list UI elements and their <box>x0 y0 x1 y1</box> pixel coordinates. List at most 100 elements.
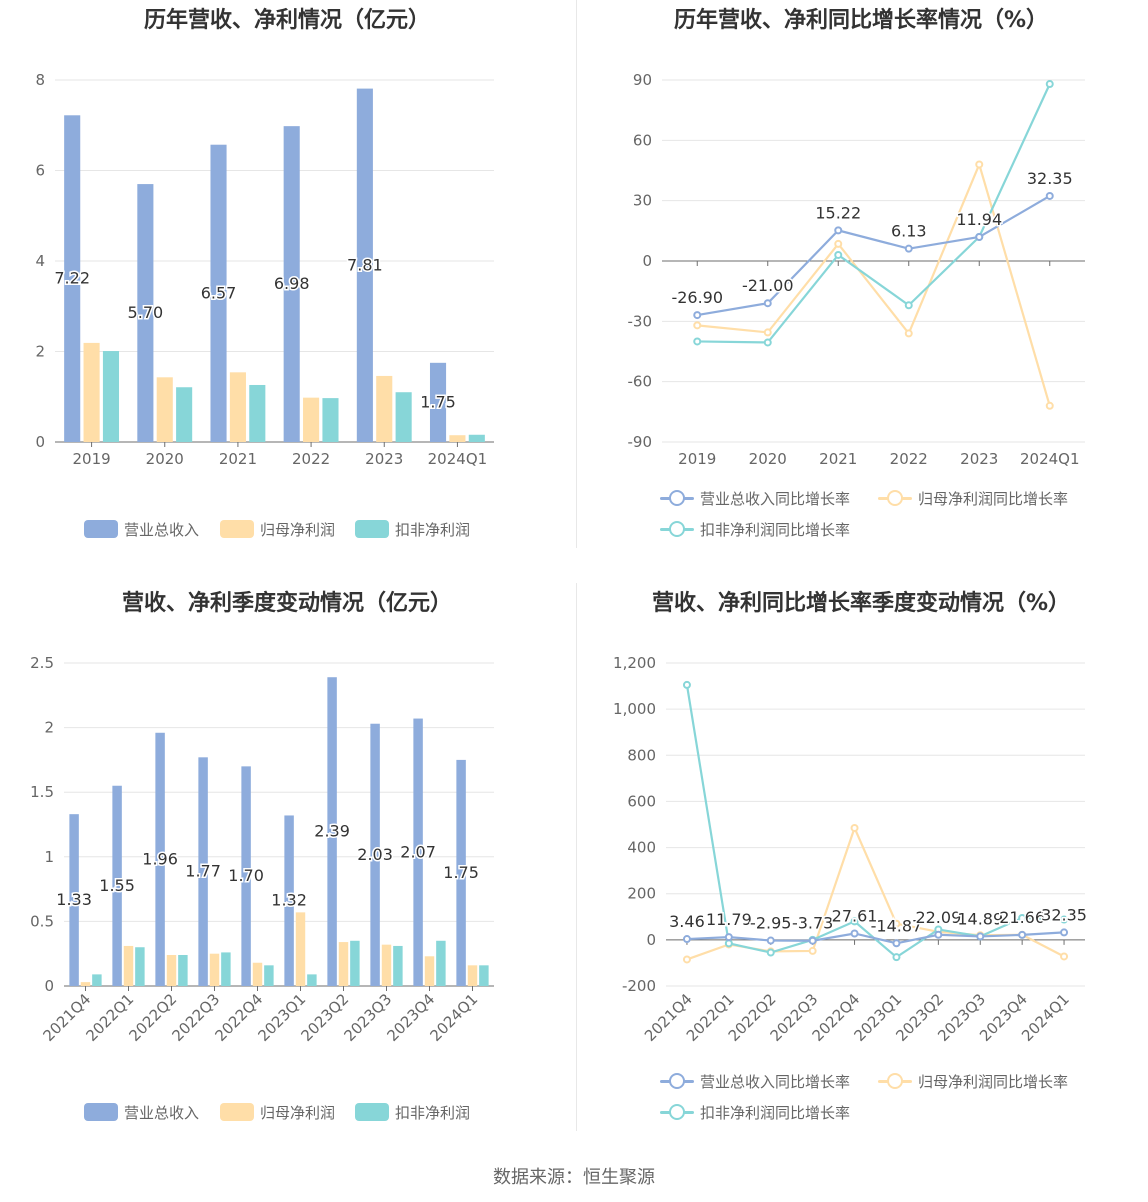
x-tick-label: 2024Q1 <box>1020 450 1080 468</box>
bar <box>381 944 392 986</box>
y-tick-label: 1 <box>44 848 54 866</box>
quarterly-amount-chart: 00.511.522.52021Q42022Q12022Q22022Q32022… <box>30 654 494 1045</box>
bar <box>436 940 446 986</box>
data-label: -21.00 <box>742 276 794 295</box>
bar <box>413 718 423 986</box>
data-label: -2.95 <box>750 914 791 933</box>
bar <box>221 952 231 986</box>
data-point <box>808 946 817 955</box>
bar <box>156 377 173 442</box>
y-tick-label: 400 <box>627 839 656 857</box>
series-line <box>697 83 1051 344</box>
data-point <box>834 226 843 235</box>
data-point <box>1060 928 1069 937</box>
data-label: 2.39 <box>314 822 350 841</box>
data-label: 27.61 <box>832 906 878 925</box>
legend-item[interactable]: 扣非净利润同比增长率 <box>660 1102 850 1122</box>
y-tick-label: -60 <box>628 373 653 391</box>
x-tick-label: 2022 <box>890 450 928 468</box>
data-label: 22.09 <box>915 908 961 927</box>
series-line <box>686 931 1065 945</box>
legend-item[interactable]: 扣非净利润同比增长率 <box>660 519 850 539</box>
annual-growth-panel: 历年营收、净利同比增长率情况（%） -90 -60 -30 0 30 60 90 2019 20… <box>574 0 1148 583</box>
data-source-note: 数据来源：恒生聚源 <box>493 1167 655 1188</box>
bar <box>322 398 339 442</box>
data-point <box>934 930 943 939</box>
data-label: 1.77 <box>185 862 221 881</box>
legend-label: 扣非净利润 <box>395 1103 471 1122</box>
data-label: 32.35 <box>1027 169 1073 188</box>
bar <box>456 759 466 986</box>
x-tick-label: 2022 <box>292 450 330 468</box>
legend-item[interactable]: 营业总收入 <box>84 1102 199 1122</box>
data-point <box>850 823 859 832</box>
bar <box>356 88 373 442</box>
data-label: 14.89 <box>957 909 1003 928</box>
y-tick-label: 2 <box>44 719 54 737</box>
data-label: 1.32 <box>271 891 307 910</box>
legend-item[interactable]: 扣非净利润 <box>355 519 470 539</box>
legend-item[interactable]: 归母净利润同比增长率 <box>878 488 1068 508</box>
x-tick-label: 2023 <box>960 450 998 468</box>
legend-label: 营业总收入 <box>124 520 200 539</box>
legend-swatch <box>355 520 389 538</box>
data-point <box>904 244 913 253</box>
data-label: 1.33 <box>56 890 92 909</box>
data-label: 6.13 <box>891 222 927 241</box>
bar <box>284 815 294 986</box>
legend-label: 扣非净利润同比增长率 <box>700 1103 851 1122</box>
legend-label: 扣非净利润 <box>395 520 471 539</box>
bar <box>92 974 102 986</box>
bar <box>252 962 263 986</box>
bar <box>424 956 435 986</box>
data-label: 1.55 <box>99 876 135 895</box>
data-point <box>724 933 733 942</box>
y-tick-label: 200 <box>627 885 656 903</box>
legend-swatch <box>220 1103 254 1121</box>
legend-item[interactable]: 归母净利润同比增长率 <box>878 1071 1068 1091</box>
bar <box>112 785 122 986</box>
bar <box>350 940 360 986</box>
legend-item[interactable]: 归母净利润 <box>220 519 335 539</box>
quarterly-amount-panel: 营收、净利季度变动情况（亿元） 0 0.5 1 1.5 2 2.5 2021Q4 2022Q1… <box>0 583 574 1166</box>
bar <box>176 387 193 442</box>
x-tick-label: 2024Q1 <box>427 990 482 1045</box>
bar <box>210 144 227 442</box>
bar <box>370 723 380 986</box>
y-tick-label: 60 <box>633 131 652 149</box>
data-point <box>693 321 702 330</box>
bar <box>155 732 165 986</box>
annual-amount-chart: 0 2 4 6 8 2019 2020 2021 2022 2023 2024Q1 7.22 5.70 6… <box>35 71 494 468</box>
bar <box>327 677 337 986</box>
y-tick-label: 0 <box>35 433 45 451</box>
legend-swatch <box>84 520 118 538</box>
data-point <box>766 948 775 957</box>
data-label: 7.81 <box>347 255 383 274</box>
legend-item[interactable]: 营业总收入同比增长率 <box>660 1071 850 1091</box>
bar <box>395 392 412 442</box>
data-point <box>904 329 913 338</box>
data-point <box>976 932 985 941</box>
legend-item[interactable]: 营业总收入同比增长率 <box>660 488 850 508</box>
x-tick-label: 2019 <box>678 450 716 468</box>
bar <box>338 942 349 986</box>
bar <box>467 965 478 986</box>
data-label: 11.94 <box>956 210 1002 229</box>
x-tick-label: 2024Q1 <box>428 450 488 468</box>
y-tick-label: 30 <box>633 192 652 210</box>
bar <box>376 375 393 442</box>
data-label: 7.22 <box>54 269 90 288</box>
bar <box>69 814 79 986</box>
legend-item[interactable]: 归母净利润 <box>220 1102 335 1122</box>
y-tick-label: 6 <box>35 162 45 180</box>
y-tick-label: 0 <box>44 977 54 995</box>
legend-item[interactable]: 扣非净利润 <box>355 1102 470 1122</box>
data-label: 1.75 <box>420 392 456 411</box>
chart-title: 历年营收、净利情况（亿元） <box>143 8 430 33</box>
legend-swatch <box>660 1072 694 1090</box>
legend-item[interactable]: 营业总收入 <box>84 519 199 539</box>
x-tick-label: 2021 <box>219 450 257 468</box>
legend-swatch <box>878 489 912 507</box>
data-label: 5.70 <box>128 303 164 322</box>
bar <box>135 947 145 986</box>
